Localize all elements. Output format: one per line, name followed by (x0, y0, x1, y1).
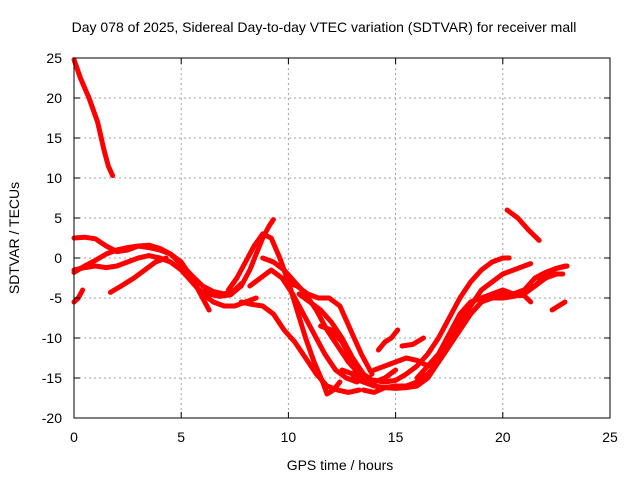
series-line-arc-09 (238, 299, 362, 395)
series-line-arc-24 (549, 299, 568, 313)
grid-lines (74, 58, 610, 418)
y-tick-label: 25 (46, 50, 62, 66)
y-tick-label: -15 (42, 370, 62, 386)
y-tick-label: 10 (46, 170, 62, 186)
y-tick-label: 15 (46, 130, 62, 146)
x-tick-label: 5 (177, 429, 185, 445)
axis-ticks (73, 57, 611, 419)
data-traces (71, 57, 570, 397)
y-tick-label: -20 (42, 410, 62, 426)
x-axis-label: GPS time / hours (287, 457, 394, 473)
plot-frame (73, 57, 611, 419)
x-tick-label: 15 (388, 429, 404, 445)
series-line-arc-12 (283, 279, 375, 377)
tick-labels: 0 5 10 15 20 25 -20 -15 -10 -5 0 5 10 15 20 25 (42, 50, 618, 445)
series-line-arc-20 (399, 335, 426, 349)
y-tick-label: 5 (54, 210, 62, 226)
series-line-arc-15 (339, 255, 512, 385)
y-tick-label: 0 (54, 250, 62, 266)
series-line-arc-23 (500, 291, 534, 305)
series-line-arc-19 (375, 327, 401, 353)
series-line-arc-07 (195, 217, 276, 299)
y-axis-label: SDTVAR / TECUs (6, 182, 22, 294)
y-tick-label: 20 (46, 90, 62, 106)
chart-title: Day 078 of 2025, Sidereal Day-to-day VTE… (72, 19, 577, 35)
y-tick-label: -10 (42, 330, 62, 346)
series-line-arc-05 (71, 287, 86, 305)
series-line-arc-18 (371, 263, 570, 373)
x-tick-label: 10 (281, 429, 297, 445)
series-line-arc-22 (504, 207, 542, 243)
x-tick-label: 25 (602, 429, 618, 445)
x-tick-label: 0 (70, 429, 78, 445)
series-line-arc-06 (107, 255, 169, 295)
series-line-arc-21 (414, 271, 566, 381)
series-line-arc-10 (247, 267, 360, 385)
series-line-arc-01 (71, 57, 116, 179)
y-tick-label: -5 (50, 290, 63, 306)
series-line-arc-14 (318, 323, 358, 373)
series-line-arc-04 (71, 243, 212, 313)
x-tick-label: 20 (495, 429, 511, 445)
